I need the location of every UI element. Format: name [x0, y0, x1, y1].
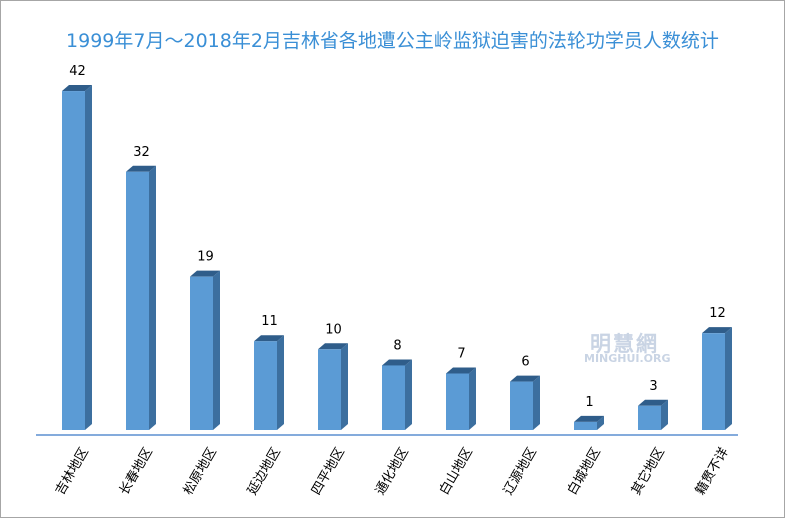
bar-front: [574, 421, 597, 430]
bar-top: [318, 343, 348, 350]
category-label: 四平地区: [309, 445, 348, 498]
bar-top: [446, 367, 476, 374]
bar-side: [341, 343, 348, 430]
bar-side: [469, 367, 476, 430]
bar-11: 12: [702, 306, 732, 430]
bar-front: [702, 333, 725, 430]
bar-side: [533, 375, 540, 430]
data-label: 11: [261, 314, 278, 329]
bar-3: 19: [190, 250, 220, 430]
bar-side: [725, 327, 732, 430]
bar-front: [382, 365, 405, 430]
bar-top: [126, 165, 156, 172]
watermark-logo-en: MINGHUI.ORG: [584, 352, 671, 365]
chart-title: 1999年7月～2018年2月吉林省各地遭公主岭监狱迫害的法轮功学员人数统计: [66, 30, 719, 52]
bar-side: [149, 165, 156, 430]
category-label: 吉林地区: [53, 445, 92, 498]
bar-side: [405, 359, 412, 430]
bar-top: [190, 270, 220, 277]
category-label: 白山地区: [436, 445, 476, 498]
bar-1: 42: [62, 64, 92, 430]
bar-8: 6: [510, 355, 540, 430]
category-label: 辽源地区: [501, 445, 540, 498]
bar-side: [85, 85, 92, 430]
category-label: 延边地区: [245, 445, 284, 498]
bar-top: [638, 399, 668, 406]
watermark-logo-cn: 明慧網: [590, 331, 659, 356]
category-label: 松原地区: [181, 445, 220, 498]
bar-9: 1: [574, 395, 604, 430]
data-label: 6: [521, 355, 529, 370]
category-label: 白城地区: [564, 445, 604, 498]
category-label: 籍贯不详: [692, 445, 732, 498]
bar-top: [254, 335, 284, 342]
bar-side: [661, 399, 668, 430]
bar-4: 11: [254, 314, 284, 430]
bar-side: [597, 415, 604, 430]
bar-front: [318, 349, 341, 430]
bar-front: [510, 381, 533, 430]
category-label: 其它地区: [628, 445, 668, 498]
data-label: 42: [69, 64, 86, 79]
data-label: 1: [585, 395, 593, 410]
bar-front: [62, 91, 85, 430]
category-label: 长春地区: [117, 445, 156, 498]
bar-10: 3: [638, 379, 668, 430]
bar-front: [446, 373, 469, 430]
bar-side: [277, 335, 284, 430]
data-label: 3: [649, 379, 657, 394]
bar-top: [382, 359, 412, 366]
data-label: 19: [197, 250, 214, 265]
data-label: 10: [325, 322, 342, 337]
bar-top: [574, 415, 604, 422]
bar-front: [254, 341, 277, 430]
bar-6: 8: [382, 338, 412, 430]
bar-7: 7: [446, 347, 476, 430]
data-label: 32: [133, 145, 150, 160]
bar-front: [126, 171, 149, 430]
category-label: 通化地区: [373, 445, 412, 498]
bar-front: [190, 276, 213, 430]
bar-2: 32: [126, 145, 156, 430]
data-label: 12: [709, 306, 726, 321]
bar-5: 10: [318, 322, 348, 430]
bar-top: [510, 375, 540, 382]
bar-front: [638, 405, 661, 430]
bar-top: [702, 327, 732, 334]
data-label: 7: [457, 347, 465, 362]
data-label: 8: [393, 338, 401, 353]
bar-side: [213, 270, 220, 430]
bar-top: [62, 85, 92, 92]
